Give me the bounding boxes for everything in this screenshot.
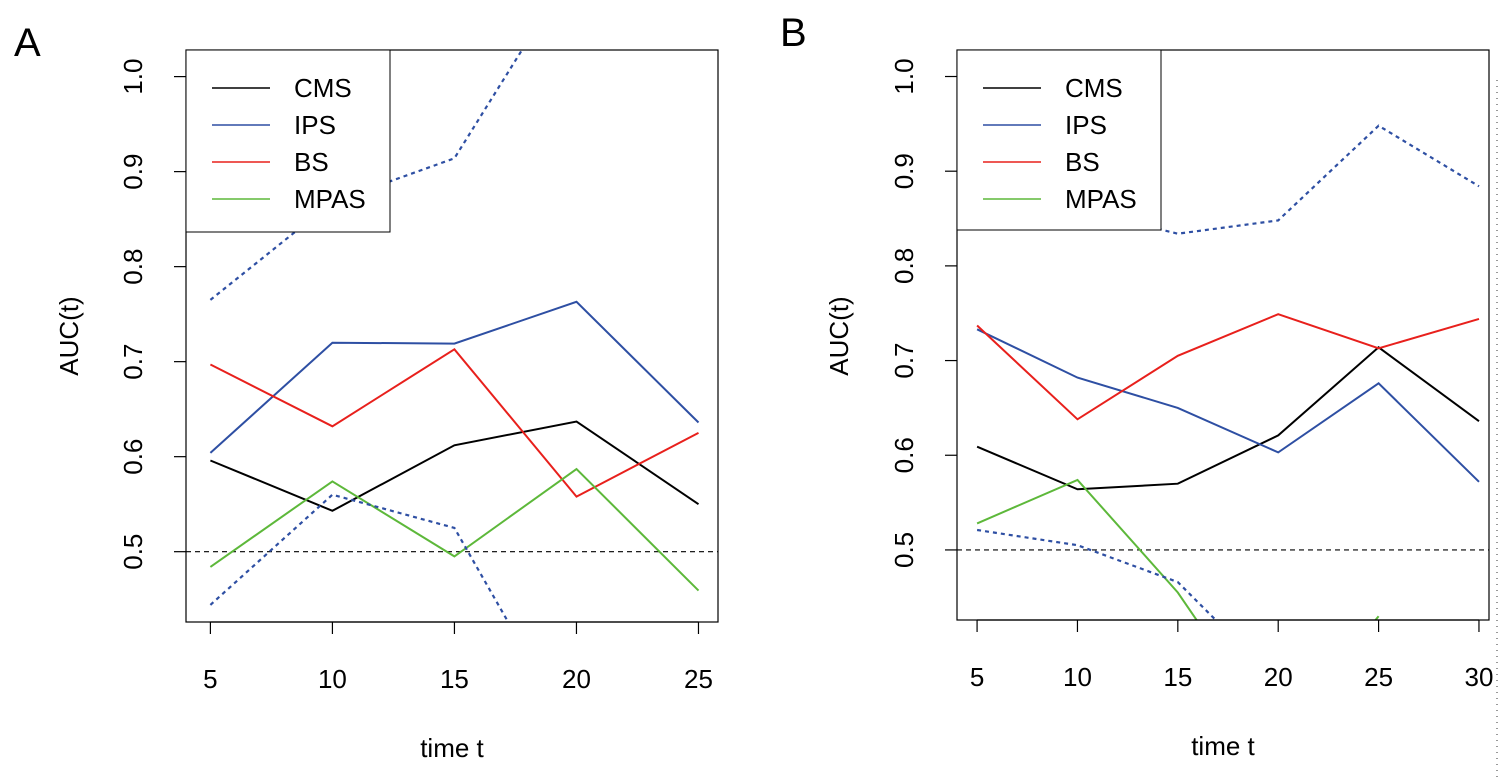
legend-label-bs-a: BS: [294, 147, 329, 177]
x-tick-label-a: 5: [203, 664, 217, 694]
y-tick-label-a: 0.9: [118, 154, 148, 190]
y-tick-label-a: 0.8: [118, 249, 148, 285]
legend-label-mpas-a: MPAS: [294, 184, 366, 214]
y-tick-label-b: 0.9: [889, 153, 919, 189]
series-cms-line-a: [210, 420, 700, 512]
legend-label-bs-b: BS: [1065, 147, 1100, 177]
x-tick-label-b: 20: [1264, 662, 1293, 692]
y-tick-label-b: 0.6: [889, 437, 919, 473]
x-tick-label-b: 5: [970, 662, 984, 692]
x-tick-label-a: 10: [318, 664, 347, 694]
x-tick-label-b: 25: [1364, 662, 1393, 692]
legend-b: CMS IPS BS MPAS: [956, 49, 1162, 231]
plot-area-a: [186, 50, 718, 622]
series-bs-line-a: [209, 347, 699, 498]
lower-bound-line-a: [209, 493, 510, 622]
series-mpas-line-b: [976, 478, 1380, 620]
series-cms-line-b: [976, 346, 1480, 491]
legend-label-ips-a: IPS: [294, 110, 336, 140]
y-tick-label-a: 1.0: [118, 59, 148, 95]
x-tick-label-a: 25: [684, 664, 713, 694]
x-tick-label-b: 15: [1163, 662, 1192, 692]
y-axis-title-a: AUC(t): [54, 296, 84, 375]
y-tick-label-b: 0.8: [889, 248, 919, 284]
legend-label-ips-b: IPS: [1065, 110, 1107, 140]
x-tick-label-a: 20: [562, 664, 591, 694]
x-tick-label-a: 15: [440, 664, 469, 694]
x-tick-label-b: 10: [1063, 662, 1092, 692]
y-tick-label-b: 0.5: [889, 532, 919, 568]
series-ips-line-a: [209, 300, 700, 454]
upper-bound-line-a: [209, 50, 524, 301]
plot-area-b: [957, 124, 1489, 620]
series-mpas-line-a: [209, 467, 700, 592]
panel-label-b: B: [780, 11, 807, 55]
x-axis-title-a: time t: [420, 733, 484, 763]
legend-label-cms-b: CMS: [1065, 73, 1123, 103]
x-axis-title-b: time t: [1191, 731, 1255, 761]
x-tick-label-b: 30: [1465, 662, 1494, 692]
panel-b: B 5 10 15 20 25 30 0.5 0.6 0.7 0.8 0.9 1.0 time t A…: [780, 11, 1493, 761]
series-bs-line-b: [976, 313, 1480, 421]
panel-label-a: A: [14, 21, 41, 65]
y-tick-label-a: 0.7: [118, 344, 148, 380]
legend-box-a: [185, 49, 391, 233]
legend-label-cms-a: CMS: [294, 73, 352, 103]
y-tick-label-a: 0.5: [118, 534, 148, 570]
axes-a: 5 10 15 20 25 0.5 0.6 0.7 0.8 0.9 1.0: [118, 59, 713, 694]
legend-box-b: [956, 49, 1162, 231]
lower-bound-line-b: [976, 528, 1218, 620]
axes-b: 5 10 15 20 25 30 0.5 0.6 0.7 0.8 0.9 1.0: [889, 58, 1493, 692]
panel-a: A 5 10 15 20 25 0.5 0.6 0.7 0.8 0.9 1.0 time t AUC…: [14, 21, 719, 763]
y-tick-label-b: 0.7: [889, 342, 919, 378]
y-axis-title-b: AUC(t): [824, 296, 854, 375]
y-tick-label-b: 1.0: [889, 58, 919, 94]
y-tick-label-a: 0.6: [118, 439, 148, 475]
legend-label-mpas-b: MPAS: [1065, 184, 1137, 214]
legend-a: CMS IPS BS MPAS: [185, 49, 391, 233]
series-ips-line-b: [976, 328, 1480, 483]
